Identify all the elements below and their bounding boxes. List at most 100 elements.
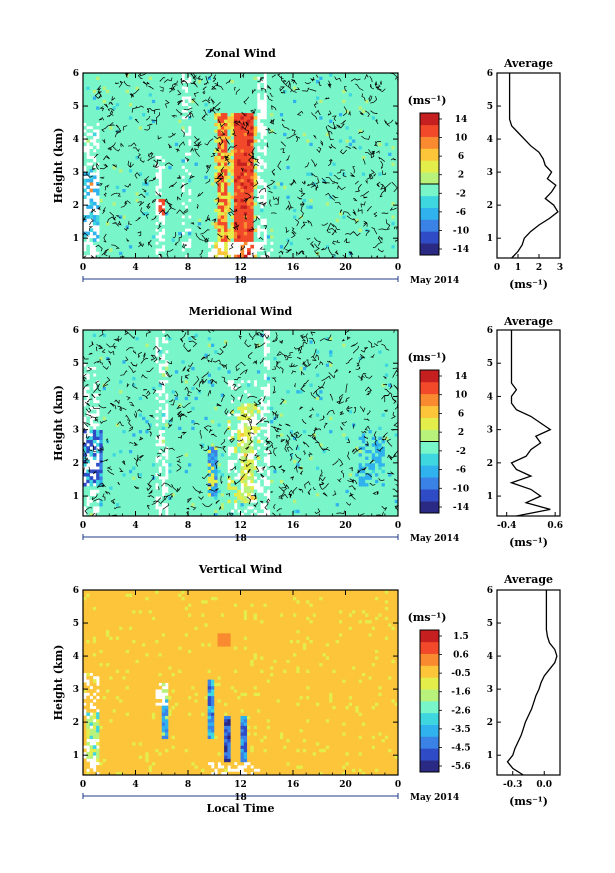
heatmap-cell [372,248,376,252]
heatmap-cell [244,142,248,146]
heatmap-cell [93,119,97,123]
heatmap-cell [204,146,208,150]
heatmap-cell [218,159,222,163]
heatmap-cell [227,238,231,242]
heatmap-cell [136,123,140,127]
heatmap-cell [277,139,281,143]
heatmap-cell [234,113,238,117]
heatmap-cell [227,83,231,87]
heatmap-cell [332,212,336,216]
heatmap-cell [122,215,126,219]
heatmap-cell [260,185,264,189]
heatmap-cell [316,222,320,226]
heatmap-cell [378,119,382,123]
heatmap-cell [129,169,133,173]
heatmap-cell [109,86,113,90]
heatmap-cell [113,248,117,252]
heatmap-cell [336,96,340,100]
heatmap-cell [168,172,172,176]
heatmap-cell [323,146,327,150]
heatmap-cell [300,119,304,123]
heatmap-cell [181,146,185,150]
heatmap-cell [103,189,107,193]
heatmap-cell [214,123,218,127]
heatmap-cell [309,248,313,252]
heatmap-cell [221,215,225,219]
heatmap-cell [326,76,330,80]
heatmap-cell [168,156,172,160]
heatmap-cell [365,166,369,170]
heatmap-cell [277,132,281,136]
heatmap-cell [201,225,205,229]
heatmap-cell [283,212,287,216]
heatmap-cell [349,192,353,196]
heatmap-cell [109,159,113,163]
heatmap-cell [165,129,169,133]
heatmap-cell [388,132,392,136]
heatmap-cell [86,113,90,117]
heatmap-cell [339,251,343,255]
heatmap-cell [355,241,359,245]
heatmap-cell [355,129,359,133]
heatmap-cell [198,218,202,222]
heatmap-cell [162,225,166,229]
heatmap-cell [309,156,313,160]
heatmap-cell [195,195,199,199]
heatmap-cell [303,86,307,90]
heatmap-cell [247,202,251,206]
heatmap-cell [129,175,133,179]
heatmap-cell [129,251,133,255]
heatmap-cell [342,162,346,166]
heatmap-cell [355,156,359,160]
heatmap-cell [142,96,146,100]
heatmap-cell [90,199,94,203]
heatmap-cell [241,93,245,97]
heatmap-cell [185,139,189,143]
heatmap-cell [355,142,359,146]
heatmap-cell [155,139,159,143]
heatmap-cell [119,179,123,183]
heatmap-cell [270,109,274,113]
heatmap-cell [349,159,353,163]
heatmap-cell [329,116,333,120]
heatmap-cell [368,248,372,252]
heatmap-cell [388,159,392,163]
heatmap-cell [214,162,218,166]
heatmap-cell [388,175,392,179]
heatmap-cell [178,202,182,206]
heatmap-cell [332,129,336,133]
heatmap-cell [86,248,90,252]
heatmap-cell [122,222,126,226]
heatmap-cell [323,90,327,94]
heatmap-cell [136,83,140,87]
heatmap-cell [201,195,205,199]
heatmap-cell [323,139,327,143]
heatmap-cell [273,212,277,216]
heatmap-cell [168,215,172,219]
heatmap-cell [185,136,189,140]
heatmap-cell [378,103,382,107]
heatmap-cell [388,99,392,103]
heatmap-cell [116,172,120,176]
heatmap-cell [250,83,254,87]
heatmap-cell [290,238,294,242]
heatmap-cell [273,215,277,219]
heatmap-cell [227,228,231,232]
heatmap-cell [149,225,153,229]
heatmap-cell [168,228,172,232]
heatmap-cell [300,156,304,160]
heatmap-cell [385,156,389,160]
heatmap-cell [306,208,310,212]
heatmap-cell [250,208,254,212]
heatmap-cell [332,208,336,212]
heatmap-cell [349,182,353,186]
heatmap-cell [280,182,284,186]
heatmap-cell [300,238,304,242]
heatmap-cell [142,76,146,80]
heatmap-cell [175,142,179,146]
heatmap-cell [309,232,313,236]
heatmap-cell [323,212,327,216]
heatmap-cell [175,205,179,209]
heatmap-cell [234,152,238,156]
heatmap-cell [303,162,307,166]
